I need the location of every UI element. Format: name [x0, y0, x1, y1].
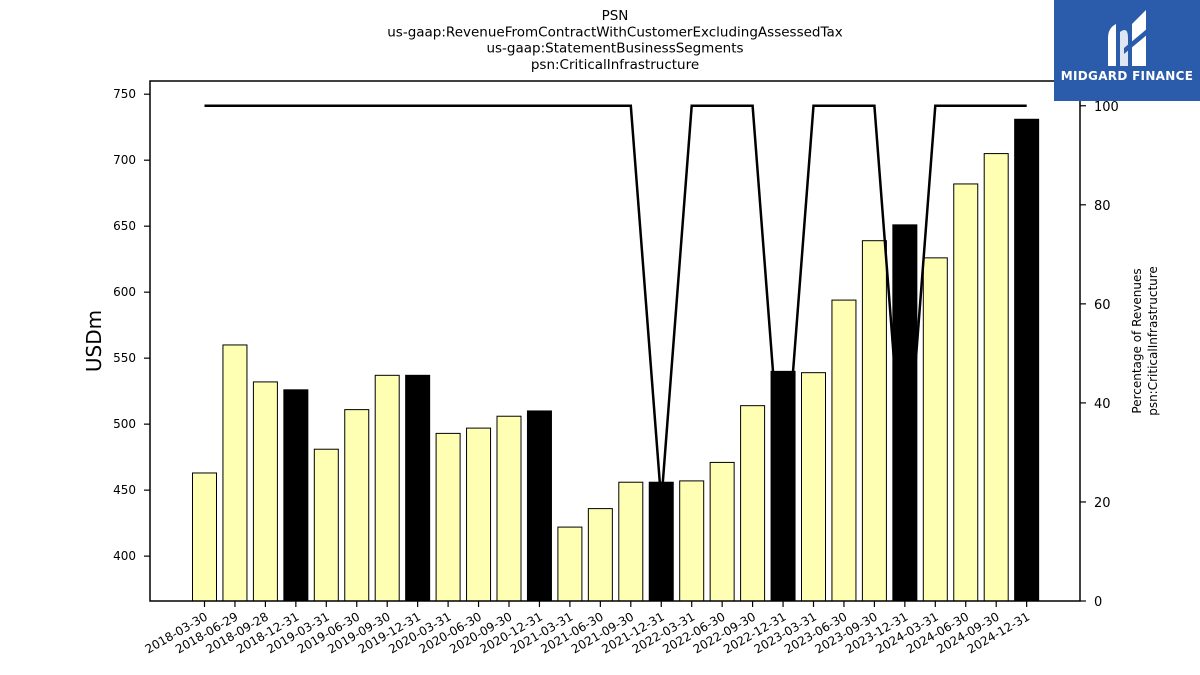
quarter-bar	[252, 381, 278, 602]
year-end-bar	[1014, 118, 1040, 602]
quarter-bar	[435, 432, 461, 602]
percentage-line	[204, 104, 1027, 503]
plot-frame	[149, 80, 1081, 602]
y2-tick-label: 100	[1094, 100, 1119, 115]
quarter-bar	[953, 183, 979, 602]
chart-title-line: us-gaap:StatementBusinessSegments	[486, 41, 743, 57]
y2-axis-label: Percentage of Revenues psn:CriticalInfras…	[1130, 266, 1160, 416]
year-end-bar	[405, 374, 431, 602]
y2-tick-label: 40	[1094, 397, 1111, 412]
quarter-bar	[922, 257, 948, 602]
chart-title-line: psn:CriticalInfrastructure	[531, 57, 699, 73]
quarter-bar	[709, 461, 735, 602]
quarter-bar	[740, 405, 766, 602]
quarter-bar	[557, 526, 583, 602]
quarter-bar	[222, 344, 248, 602]
y2-axis-label-line: psn:CriticalInfrastructure	[1146, 266, 1160, 416]
y-tick-label: 400	[113, 549, 136, 563]
quarter-bar	[313, 448, 339, 602]
logo-text: MIDGARD FINANCE	[1060, 69, 1194, 83]
y2-axis-label-line: Percentage of Revenues	[1130, 268, 1144, 413]
y-tick-label: 550	[113, 351, 136, 365]
y2-tick-label: 60	[1094, 298, 1111, 313]
y-tick-label: 450	[113, 483, 136, 497]
year-end-bar	[892, 224, 918, 602]
y2-tick-label: 80	[1094, 199, 1111, 214]
quarter-bar	[192, 472, 217, 602]
y-tick-label: 500	[113, 417, 136, 431]
quarter-bar	[496, 415, 522, 602]
chart-title-line: PSN	[602, 8, 629, 24]
quarter-bar	[618, 481, 644, 602]
quarter-bar	[344, 409, 370, 602]
chart-title: PSNus-gaap:RevenueFromContractWithCustom…	[387, 8, 843, 73]
bar-series	[192, 118, 1040, 602]
quarter-bar	[801, 372, 826, 602]
y-tick-label: 600	[113, 285, 136, 299]
quarter-bar	[466, 427, 492, 602]
quarter-bar	[831, 299, 857, 602]
y2-tick-label: 0	[1094, 595, 1102, 610]
y2-tick-label: 20	[1094, 496, 1111, 511]
quarter-bar	[374, 374, 400, 602]
y-tick-label: 750	[113, 87, 136, 101]
x-axis: 2018-03-302018-06-292018-09-282018-12-31…	[143, 601, 1032, 656]
midgard-finance-logo: MIDGARD FINANCE	[1054, 0, 1200, 101]
chart-title-line: us-gaap:RevenueFromContractWithCustomerE…	[387, 24, 843, 40]
quarter-bar	[679, 480, 705, 602]
y-axis-left: 400 450 500 550 600 650 700 750	[113, 87, 150, 563]
y-tick-label: 650	[113, 219, 136, 233]
quarter-bar	[861, 240, 887, 602]
y-axis-label: USDm	[82, 310, 106, 372]
quarter-bar	[983, 153, 1009, 602]
y-axis-right: 0 20 40 60 80 100	[1080, 100, 1119, 610]
year-end-bar	[526, 410, 552, 602]
quarter-bar	[587, 508, 613, 602]
y-tick-label: 700	[113, 153, 136, 167]
midgard-m-icon	[1108, 10, 1148, 66]
year-end-bar	[283, 389, 309, 602]
percentage-line-series	[204, 104, 1027, 503]
